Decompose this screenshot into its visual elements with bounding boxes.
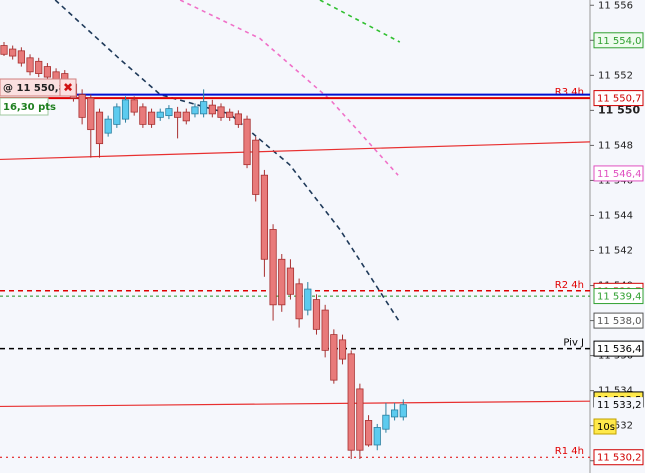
candle-body: [191, 106, 199, 115]
candle-body: [278, 258, 286, 306]
candle-body: [156, 111, 164, 118]
candle-body: [35, 60, 43, 74]
candle-body: [390, 409, 399, 418]
y-tick-label: 11 550: [598, 103, 640, 116]
candle-body: [217, 106, 225, 118]
y-tick-label: 11 542: [598, 246, 633, 257]
price-label: 11 538,0: [597, 316, 642, 327]
candle-body: [200, 101, 208, 115]
candle-body: [364, 420, 373, 446]
y-tick-label: 11 548: [598, 140, 633, 151]
order-box[interactable]: @ 11 550,8 ✖ 16,30 pts: [0, 78, 77, 116]
candle-body: [252, 139, 260, 195]
candle-body: [113, 106, 121, 125]
candle-body: [347, 353, 355, 451]
price-label-box: [593, 340, 644, 357]
price-label: 11 550,7: [597, 94, 642, 105]
close-icon[interactable]: ✖: [63, 81, 73, 95]
candle-body: [26, 57, 34, 73]
order-points: 16,30 pts: [3, 102, 56, 113]
candle-body: [382, 414, 390, 430]
price-label: 11 546,4: [597, 169, 642, 180]
candle-body: [87, 97, 95, 131]
candle-body: [0, 45, 8, 55]
candle-body: [260, 174, 269, 260]
candle-body: [78, 94, 86, 118]
level-name: R3 4h: [555, 87, 584, 98]
candle-body: [17, 50, 25, 64]
timer-bg: [593, 418, 617, 435]
price-label-box: [594, 397, 643, 413]
overlay-line: [0, 141, 590, 161]
close-order-button[interactable]: [59, 78, 77, 97]
candle-body: [321, 309, 329, 351]
candle-body: [243, 118, 251, 166]
price-label-box: [593, 32, 644, 49]
candle-body: [286, 267, 295, 295]
overlay-line: [179, 0, 399, 176]
candle-body: [295, 283, 303, 320]
pts-box: [0, 97, 49, 116]
candle-body: [130, 99, 138, 113]
order-price: @ 11 550,8: [3, 83, 66, 94]
price-label-box: [593, 312, 644, 329]
candle-body: [147, 111, 156, 125]
candle-body: [399, 404, 407, 418]
price-label-box: [593, 449, 644, 466]
candle-body: [226, 111, 234, 118]
price-label: 11 554,0: [597, 36, 642, 47]
candle-body: [234, 113, 242, 125]
price-label-box: [593, 165, 644, 182]
level-name: R1 4h: [555, 446, 584, 457]
candle-body: [43, 66, 52, 78]
timer: 10s: [597, 422, 615, 433]
y-tick-label: 11 552: [598, 70, 633, 81]
overlay-line: [319, 0, 401, 43]
candle-body: [269, 229, 277, 306]
candle-body: [182, 111, 190, 122]
candle-body: [139, 106, 147, 125]
y-tick-label: 11 556: [598, 0, 633, 11]
candle-body: [95, 111, 104, 145]
price-label-box: [593, 90, 644, 107]
candle-body: [173, 111, 182, 118]
y-tick-label: 11 544: [598, 210, 633, 221]
price-label: 11 530,2: [597, 453, 642, 464]
candle-body: [208, 104, 216, 115]
candle-body: [121, 99, 130, 120]
plot: R3 4h R2 4h Piv J R1 4h: [0, 0, 590, 459]
price-label: 11 536,4: [597, 344, 642, 355]
price-label: 11 539,4: [597, 292, 642, 303]
candle-body: [330, 334, 338, 381]
timer-box: 10s: [593, 418, 617, 435]
overlay-line: [54, 0, 401, 323]
candle-body: [338, 339, 347, 360]
price-label-box: [593, 288, 644, 305]
level-name: Piv J: [563, 338, 584, 349]
candle-body: [165, 108, 173, 117]
candle-body: [356, 388, 364, 451]
candle-body: [9, 48, 17, 57]
overlay-line: [0, 400, 590, 408]
candle-body: [312, 299, 321, 330]
candle-body: [373, 427, 381, 446]
y-tick-label: 11 534: [598, 386, 633, 397]
candle-body: [304, 288, 312, 311]
price-label: 11 533,2: [597, 400, 642, 411]
candle-body: [104, 118, 112, 134]
level-name: R2 4h: [555, 280, 584, 291]
